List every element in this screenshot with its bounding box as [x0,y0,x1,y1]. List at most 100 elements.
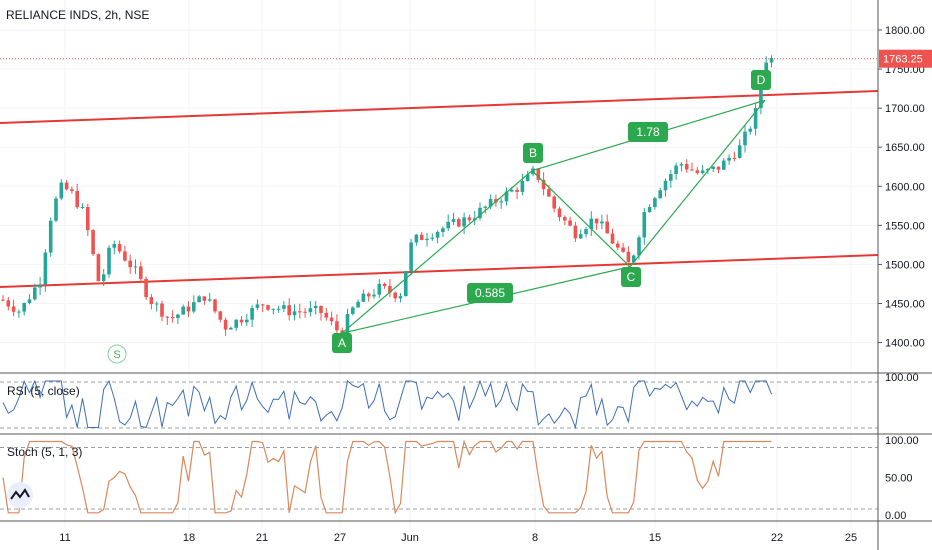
candle[interactable] [112,240,117,255]
candle[interactable] [382,282,387,289]
rsi-line[interactable] [2,379,772,430]
candle[interactable] [737,139,742,159]
candle[interactable] [425,233,429,247]
candle[interactable] [393,291,397,303]
candle[interactable] [409,238,413,276]
candle[interactable] [435,230,440,244]
stoch-pane[interactable]: 100.00 50.00 0.00 [0,435,919,522]
candle[interactable] [414,233,419,246]
candle[interactable] [674,162,678,180]
pattern-point-b[interactable]: B [523,143,543,163]
candle[interactable] [451,212,456,226]
candle[interactable] [149,294,154,310]
pattern-ratio-label[interactable]: 0.585 [467,283,513,303]
candle[interactable] [478,202,482,221]
candle[interactable] [197,295,201,303]
candle[interactable] [446,214,450,232]
candle[interactable] [621,242,625,253]
candle[interactable] [303,307,307,318]
candle[interactable] [631,254,636,265]
candle[interactable] [17,309,21,318]
candle[interactable] [117,240,122,254]
candle[interactable] [107,245,111,278]
candle[interactable] [202,296,207,305]
candle[interactable] [616,240,620,250]
candle[interactable] [70,186,74,194]
candle[interactable] [329,311,334,326]
rsi-pane[interactable]: 100.00 [0,372,919,430]
candle[interactable] [663,178,668,197]
candle[interactable] [568,216,572,227]
candle[interactable] [11,299,16,317]
candle[interactable] [515,186,519,200]
candle[interactable] [690,162,694,172]
candle[interactable] [467,214,472,223]
candle[interactable] [743,125,747,153]
candle[interactable] [563,215,567,226]
candle[interactable] [33,283,37,301]
candle[interactable] [679,162,684,172]
candle[interactable] [377,279,382,298]
candle[interactable] [419,231,424,241]
candle[interactable] [600,214,604,230]
candle[interactable] [642,207,647,245]
candle[interactable] [610,228,615,245]
candle[interactable] [748,126,753,135]
candle[interactable] [669,170,673,188]
candle[interactable] [213,298,217,314]
candle[interactable] [101,269,106,287]
candle[interactable] [91,229,95,256]
candle[interactable] [351,306,355,316]
candle[interactable] [139,261,143,284]
candle[interactable] [239,316,244,326]
candle[interactable] [695,167,700,175]
candle[interactable] [48,217,53,257]
candle[interactable] [287,298,291,321]
candle[interactable] [711,166,715,173]
candle[interactable] [282,301,286,313]
candle[interactable] [181,304,185,315]
candle[interactable] [722,158,726,170]
candle[interactable] [541,172,546,196]
candle[interactable] [700,165,705,175]
candle[interactable] [260,303,265,313]
candle[interactable] [372,288,376,299]
candle[interactable] [38,277,42,296]
candle[interactable] [128,254,132,274]
candle[interactable] [186,301,191,317]
pattern-point-d[interactable]: D [751,70,771,90]
candle[interactable] [165,315,170,325]
candle[interactable] [123,245,127,262]
candle[interactable] [245,313,249,326]
candle[interactable] [43,249,48,292]
candle[interactable] [356,299,360,308]
candle[interactable] [483,205,488,214]
candle[interactable] [361,289,366,303]
candle[interactable] [557,206,562,222]
candle[interactable] [80,203,85,210]
candle[interactable] [404,270,408,297]
candle[interactable] [160,300,164,322]
candle[interactable] [266,304,270,312]
candle[interactable] [520,173,525,196]
candle[interactable] [525,170,530,182]
candle[interactable] [292,304,297,321]
split-marker[interactable]: S [107,344,127,364]
candle[interactable] [462,212,466,234]
candle[interactable] [27,294,32,305]
candle[interactable] [441,226,445,237]
candle[interactable] [366,292,371,302]
candle[interactable] [499,198,503,209]
pattern-point-c[interactable]: C [621,267,641,287]
tv-logo[interactable] [7,482,33,508]
candle[interactable] [324,307,329,321]
candle[interactable] [647,204,652,213]
candle[interactable] [584,226,588,238]
candle[interactable] [207,292,212,302]
candle[interactable] [398,292,403,303]
candle[interactable] [75,183,79,210]
candle[interactable] [271,308,276,315]
candle[interactable] [536,168,541,183]
candle[interactable] [504,187,509,206]
